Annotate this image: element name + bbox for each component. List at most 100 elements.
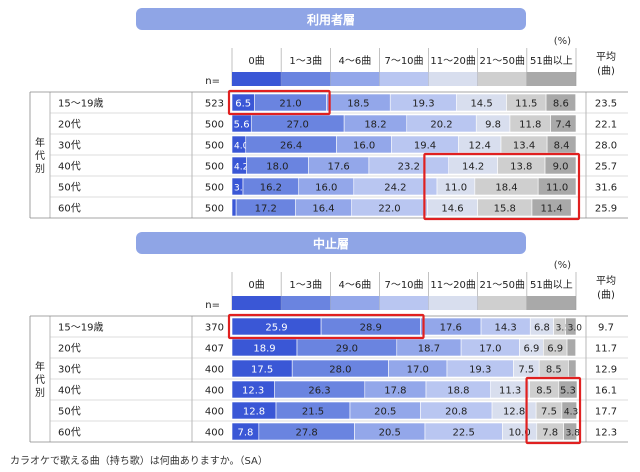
data-label: 18.5 — [347, 99, 369, 110]
section-title-users: 利用者層 — [136, 8, 526, 30]
row-average: 23.5 — [595, 99, 617, 110]
data-label: 17.2 — [255, 204, 277, 215]
row-average: 25.7 — [595, 162, 617, 173]
section-title-lapsed: 中止層 — [136, 232, 526, 254]
data-label: 5.6 — [234, 120, 250, 131]
data-label: 10.0 — [508, 428, 530, 439]
n-label: n= — [205, 300, 220, 311]
row-n: 500 — [205, 120, 224, 131]
row-average: 22.1 — [595, 120, 617, 131]
data-label: 18.9 — [253, 344, 275, 355]
data-label: 9.8 — [485, 120, 501, 131]
group-label-char: 別 — [35, 387, 45, 399]
data-label: 14.6 — [441, 204, 463, 215]
data-label: 4.2 — [234, 163, 248, 173]
percent-label: (%) — [554, 260, 571, 271]
row-n: 407 — [205, 344, 224, 355]
data-label: 12.8 — [243, 407, 265, 418]
average-header: 平均 — [596, 275, 616, 287]
row-n: 400 — [205, 365, 224, 376]
column-header: 11～20曲 — [430, 279, 475, 291]
average-header: 平均 — [596, 51, 616, 63]
legend-swatch — [526, 72, 576, 86]
bar-segment — [565, 317, 577, 336]
row-average: 17.7 — [595, 407, 617, 418]
bar-segment — [568, 359, 577, 378]
row-average: 12.3 — [595, 428, 617, 439]
data-label: 3.8 — [566, 429, 581, 439]
row-label: 50代 — [58, 182, 81, 194]
row-label: 40代 — [58, 161, 81, 173]
bar-segment — [558, 380, 578, 399]
row-average: 9.7 — [598, 323, 614, 334]
data-label: 11.3 — [499, 386, 521, 397]
group-label-char: 代 — [35, 374, 45, 386]
data-label: 16.0 — [353, 141, 375, 152]
data-label: 17.6 — [328, 162, 350, 173]
legend-swatch — [281, 296, 331, 310]
data-label: 11.8 — [519, 120, 541, 131]
data-label: 14.5 — [470, 99, 492, 110]
row-average: 28.0 — [595, 141, 617, 152]
column-header: 4～6曲 — [338, 279, 371, 291]
data-label: 27.8 — [296, 428, 318, 439]
column-header: 0曲 — [248, 55, 264, 67]
data-label: 17.0 — [407, 365, 429, 376]
data-label: 11.5 — [515, 99, 537, 110]
row-average: 12.9 — [595, 365, 617, 376]
bar-segment — [231, 198, 237, 217]
data-label: 19.4 — [414, 141, 436, 152]
data-label: 11.0 — [546, 183, 568, 194]
highlight-box — [423, 152, 581, 221]
data-label: 26.4 — [280, 141, 302, 152]
bar-segment — [531, 198, 572, 217]
row-n: 523 — [205, 99, 224, 110]
column-header: 21～50曲 — [480, 55, 525, 67]
legend-swatch — [330, 296, 380, 310]
bar-segment — [545, 93, 576, 112]
percent-label: (%) — [554, 36, 571, 47]
column-header: 51曲以上 — [530, 55, 573, 67]
highlight-box — [227, 89, 331, 116]
legend-swatch — [379, 296, 429, 310]
data-label: 8.6 — [553, 99, 569, 110]
data-label: 17.8 — [384, 386, 406, 397]
column-header: 51曲以上 — [530, 279, 573, 291]
data-label: 6.9 — [547, 344, 563, 355]
data-label: 21.5 — [302, 407, 324, 418]
bar-segment — [561, 401, 577, 420]
row-label: 30代 — [58, 140, 81, 152]
legend-swatch — [232, 296, 282, 310]
group-label-char: 年 — [35, 136, 45, 149]
data-label: 17.0 — [479, 344, 501, 355]
row-n: 400 — [205, 407, 224, 418]
data-label: 29.0 — [336, 344, 358, 355]
data-label: 19.3 — [412, 99, 434, 110]
data-label: 9.0 — [553, 162, 569, 173]
data-label: 17.6 — [440, 323, 462, 334]
data-label: 20.2 — [430, 120, 452, 131]
column-header: 4～6曲 — [338, 55, 371, 67]
data-label: 20.8 — [445, 407, 467, 418]
data-label: 18.0 — [266, 162, 288, 173]
legend-swatch — [526, 296, 576, 310]
column-header: 7～10曲 — [384, 279, 423, 291]
data-label: 17.5 — [251, 365, 273, 376]
data-label: 16.2 — [260, 183, 282, 194]
data-label: 28.9 — [360, 323, 382, 334]
footnote: カラオケで歌える曲（持ち歌）は何曲ありますか。（SA） — [10, 456, 268, 467]
data-label: 18.4 — [495, 183, 517, 194]
data-label: 25.9 — [265, 323, 287, 334]
data-label: 12.4 — [469, 141, 491, 152]
column-header: 21～50曲 — [480, 279, 525, 291]
data-label: 11.4 — [540, 204, 562, 215]
data-label: 19.3 — [469, 365, 491, 376]
data-label: 22.0 — [378, 204, 400, 215]
data-label: 16.4 — [312, 204, 334, 215]
legend-swatch — [428, 296, 478, 310]
bar-segment — [537, 177, 577, 196]
data-label: 3.2 — [234, 184, 248, 194]
legend-swatch — [477, 72, 527, 86]
row-average: 25.9 — [595, 204, 617, 215]
row-n: 370 — [205, 323, 224, 334]
